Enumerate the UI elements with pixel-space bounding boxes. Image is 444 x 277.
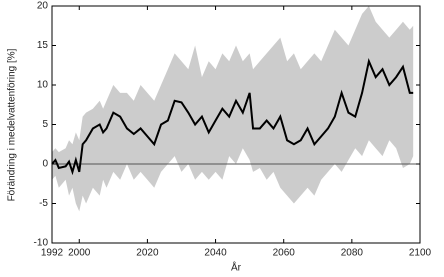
y-tick-label: -10 xyxy=(34,238,49,249)
x-tick-label: 2020 xyxy=(136,248,159,259)
y-tick-label: 20 xyxy=(37,1,49,12)
data-line xyxy=(51,58,414,176)
x-axis-label: År xyxy=(231,261,242,274)
y-axis-label: Förändring i medelvattenföring [%] xyxy=(7,48,18,201)
y-tick-label: 10 xyxy=(37,80,49,91)
x-tick-label: 2100 xyxy=(409,248,432,259)
x-tick-label: 2080 xyxy=(341,248,364,259)
y-tick-label: 15 xyxy=(37,40,49,51)
x-tick-label: 2000 xyxy=(68,248,91,259)
x-tick-label: 2040 xyxy=(204,248,227,259)
y-tick-label: -5 xyxy=(39,198,48,209)
y-tick-label: 5 xyxy=(42,119,48,130)
x-tick-label: 1992 xyxy=(41,248,64,259)
x-tick-label: 2060 xyxy=(273,248,296,259)
y-tick-label: 0 xyxy=(42,159,48,170)
